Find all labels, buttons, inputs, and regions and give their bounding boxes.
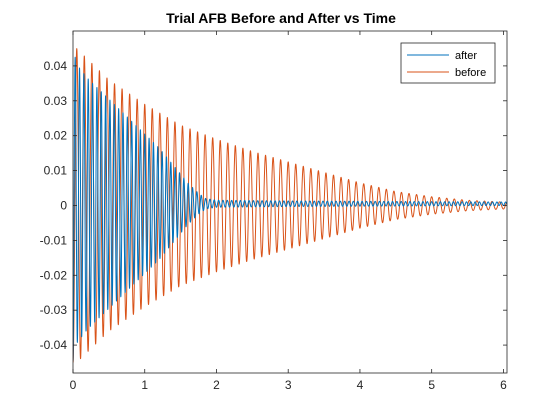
y-tick-label: 0.02 <box>44 129 68 143</box>
y-axis: -0.04 -0.03 -0.02 -0.01 0 0.01 0.02 0.03 0.04 <box>40 59 507 352</box>
axes-box <box>72 30 508 374</box>
series-line-after <box>73 56 507 361</box>
y-tick-label: 0.03 <box>44 94 68 108</box>
x-tick-label: 5 <box>428 378 435 392</box>
series-layer <box>73 48 507 363</box>
y-tick-label: -0.01 <box>40 233 68 247</box>
y-tick-label: 0.01 <box>44 164 68 178</box>
series-line-before <box>73 48 507 363</box>
legend-label-after: after <box>455 50 477 62</box>
y-tick-label: -0.04 <box>40 338 68 352</box>
x-axis: 0 1 2 3 4 5 6 <box>70 31 507 392</box>
chart-title: Trial AFB Before and After vs Time <box>166 10 396 26</box>
x-tick-label: 1 <box>141 378 148 392</box>
x-tick-label: 2 <box>213 378 220 392</box>
y-tick-label: 0 <box>60 198 67 212</box>
legend: after before <box>400 42 496 84</box>
x-tick-label: 3 <box>285 378 292 392</box>
y-tick-label: -0.02 <box>40 268 68 282</box>
x-tick-label: 4 <box>357 378 364 392</box>
legend-box <box>400 42 496 84</box>
legend-label-before: before <box>455 67 486 79</box>
x-tick-label: 6 <box>500 378 507 392</box>
x-tick-label: 0 <box>70 378 77 392</box>
y-tick-label: 0.04 <box>44 59 68 73</box>
y-tick-label: -0.03 <box>40 303 68 317</box>
